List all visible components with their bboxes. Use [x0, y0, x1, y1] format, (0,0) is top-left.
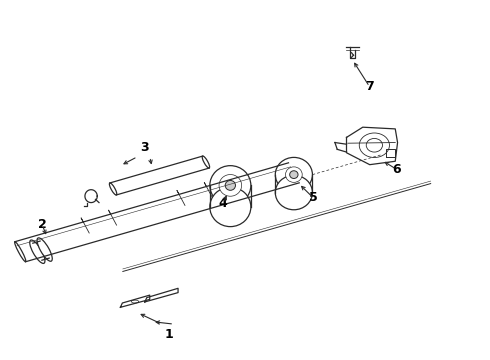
Ellipse shape — [15, 242, 26, 262]
Ellipse shape — [290, 171, 298, 179]
Ellipse shape — [366, 139, 383, 152]
Ellipse shape — [210, 187, 251, 226]
Ellipse shape — [359, 133, 390, 158]
Text: 4: 4 — [219, 197, 227, 210]
Ellipse shape — [109, 183, 117, 195]
Ellipse shape — [286, 167, 302, 183]
Text: 7: 7 — [365, 80, 374, 93]
Ellipse shape — [30, 240, 45, 264]
Ellipse shape — [210, 166, 251, 205]
Ellipse shape — [202, 156, 210, 168]
Text: 5: 5 — [309, 192, 318, 204]
Ellipse shape — [37, 238, 52, 261]
Ellipse shape — [275, 175, 313, 210]
Text: 3: 3 — [141, 141, 149, 154]
Text: 1: 1 — [165, 328, 173, 341]
Ellipse shape — [225, 180, 236, 190]
Ellipse shape — [131, 300, 139, 303]
Ellipse shape — [219, 175, 242, 196]
Text: 6: 6 — [392, 163, 401, 176]
Ellipse shape — [288, 163, 299, 183]
Ellipse shape — [275, 157, 313, 192]
Text: 2: 2 — [38, 218, 47, 231]
